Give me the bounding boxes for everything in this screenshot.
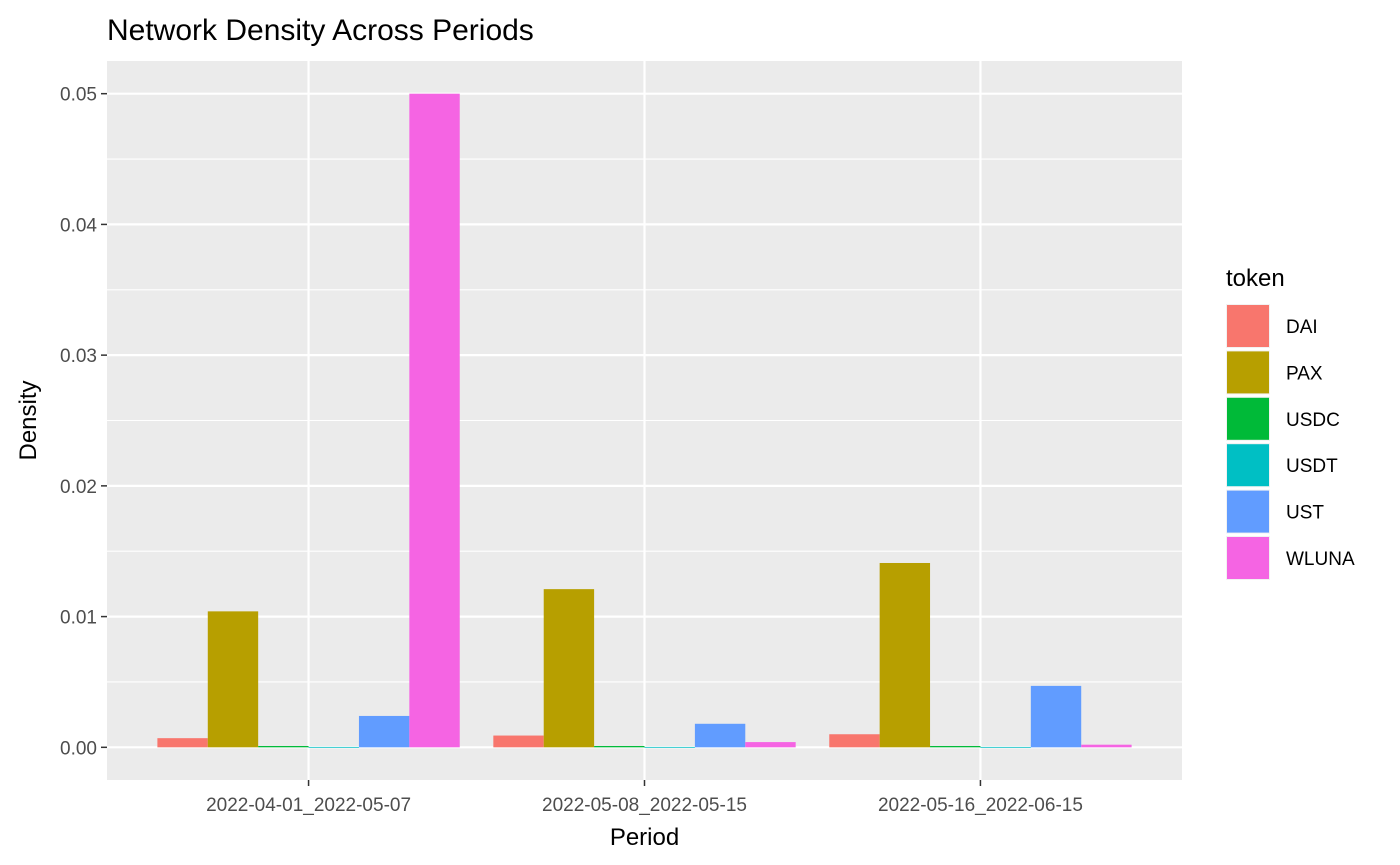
- legend-key-ust: [1227, 490, 1269, 533]
- bar-usdc: [258, 746, 309, 748]
- legend-key-usdc: [1227, 397, 1269, 440]
- y-tick-label: 0.03: [60, 346, 97, 367]
- legend: token DAI PAX USDC USDT UST WLUNA: [1226, 265, 1355, 580]
- bar-ust: [694, 723, 746, 748]
- bar-usdt: [980, 746, 1031, 748]
- legend-title: token: [1226, 265, 1285, 292]
- x-tick-label: 2022-04-01_2022-05-07: [206, 795, 411, 816]
- bar-usdt: [644, 746, 695, 748]
- y-tick-label: 0.02: [60, 477, 97, 498]
- y-axis-title: Density: [15, 380, 42, 460]
- bar-dai: [157, 738, 208, 748]
- axes: 0.00 0.01 0.02 0.03 0.04 0.05 2022-04-01_2022-…: [60, 85, 1083, 816]
- bar-wluna: [409, 93, 460, 748]
- bar-wluna: [745, 742, 796, 748]
- x-axis-title: Period: [610, 824, 679, 851]
- x-tick-label: 2022-05-16_2022-06-15: [878, 795, 1083, 816]
- y-tick-label: 0.01: [60, 608, 97, 629]
- legend-key-usdt: [1227, 444, 1269, 487]
- legend-label: WLUNA: [1286, 549, 1355, 570]
- legend-label: DAI: [1286, 317, 1318, 338]
- bar-usdc: [594, 746, 645, 748]
- legend-label: UST: [1286, 503, 1324, 524]
- legend-key-dai: [1227, 305, 1269, 347]
- legend-key-pax: [1227, 351, 1269, 394]
- bar-ust: [1030, 685, 1082, 748]
- legend-label: USDC: [1286, 410, 1340, 431]
- x-tick-label: 2022-05-08_2022-05-15: [542, 795, 747, 816]
- y-tick-label: 0.04: [60, 215, 97, 236]
- legend-label: PAX: [1286, 363, 1323, 384]
- bar-pax: [543, 589, 595, 748]
- y-tick-label: 0.00: [60, 738, 97, 759]
- legend-key-wluna: [1227, 537, 1269, 579]
- bar-dai: [493, 735, 544, 748]
- bar-pax: [879, 562, 931, 748]
- y-tick-label: 0.05: [60, 85, 97, 106]
- bar-wluna: [1081, 744, 1132, 748]
- bar-dai: [829, 734, 880, 748]
- legend-label: USDT: [1286, 456, 1338, 477]
- grid-lines: [107, 61, 1182, 780]
- bars: [157, 93, 1132, 748]
- bar-usdc: [930, 746, 981, 748]
- chart-title: Network Density Across Periods: [107, 14, 534, 47]
- bar-usdt: [308, 746, 359, 748]
- bar-pax: [207, 611, 259, 748]
- bar-ust: [358, 715, 410, 748]
